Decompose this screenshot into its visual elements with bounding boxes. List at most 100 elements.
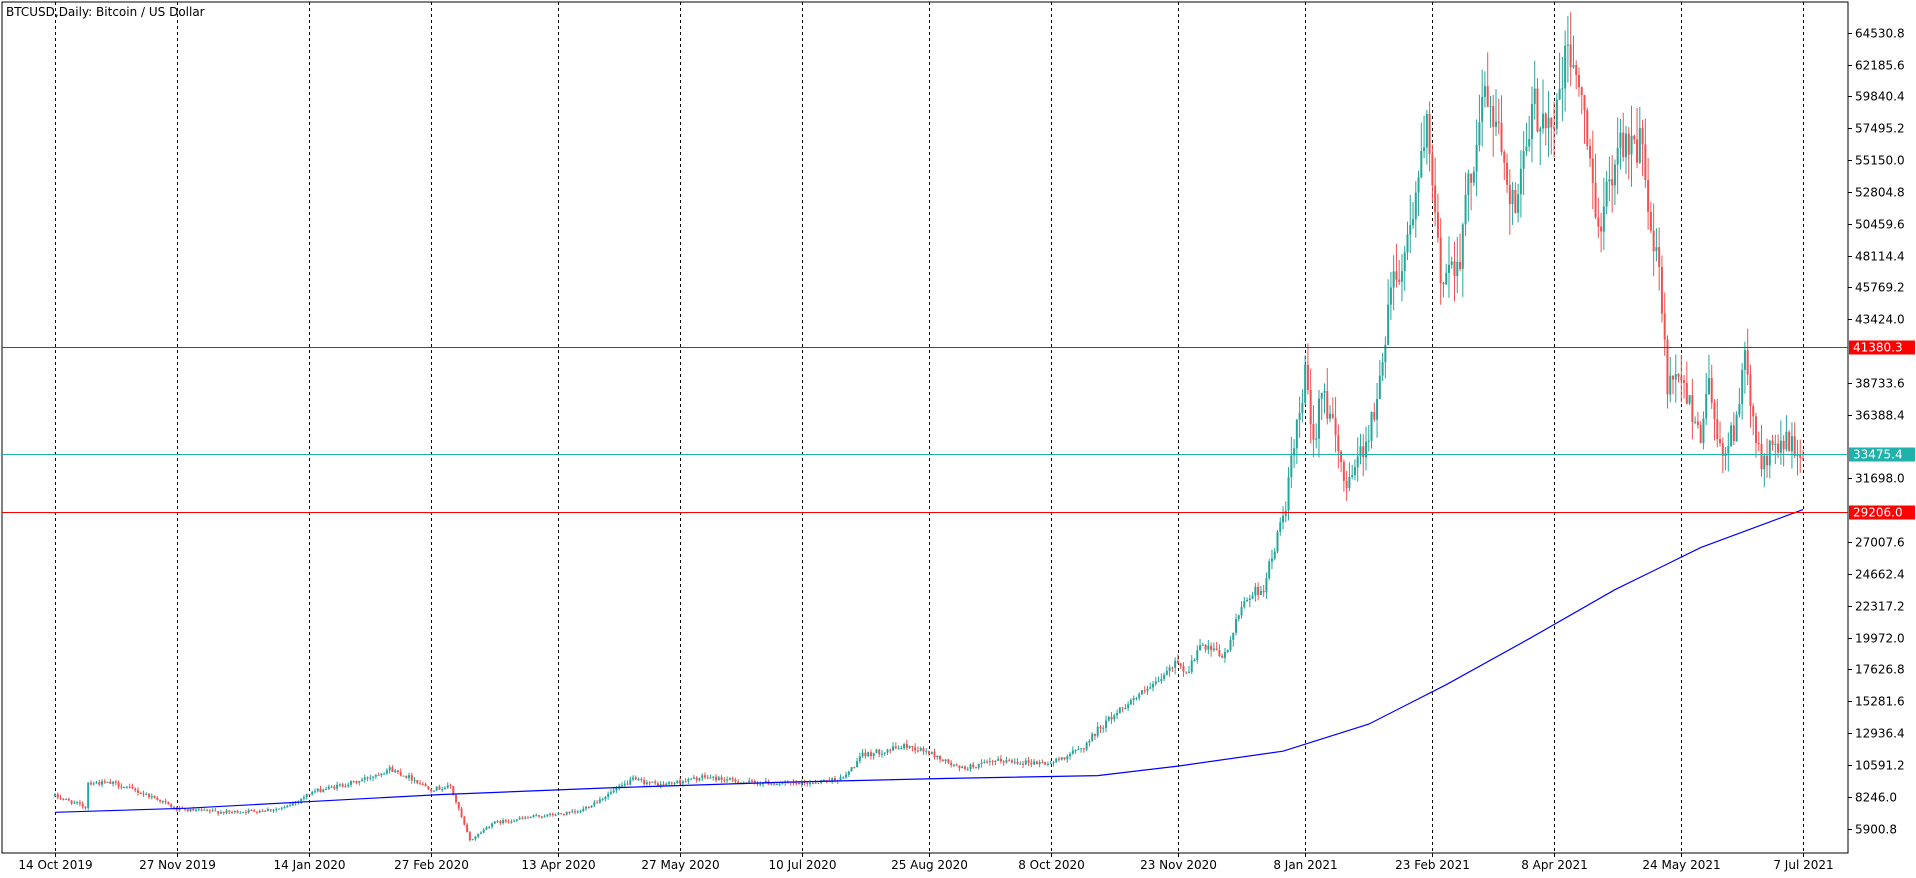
candle-up bbox=[1232, 632, 1235, 640]
candle-up bbox=[1558, 88, 1561, 100]
candle-down bbox=[1788, 431, 1791, 452]
candle-down bbox=[153, 795, 156, 798]
candle-up bbox=[1467, 173, 1470, 195]
candle-down bbox=[410, 775, 413, 781]
candle-down bbox=[1782, 440, 1785, 450]
candle-up bbox=[1113, 715, 1116, 720]
candle-down bbox=[643, 780, 646, 784]
candle-down bbox=[1470, 173, 1473, 183]
candle-down bbox=[1666, 339, 1669, 395]
candle-up bbox=[488, 826, 491, 828]
candle-down bbox=[773, 783, 776, 785]
candle-down bbox=[1204, 644, 1207, 650]
candle-down bbox=[255, 811, 258, 813]
candle-up bbox=[1494, 121, 1497, 127]
candle-down bbox=[731, 778, 734, 780]
candle-up bbox=[980, 762, 983, 764]
candle-down bbox=[720, 777, 723, 780]
candle-down bbox=[1713, 402, 1716, 420]
candle-down bbox=[1658, 247, 1661, 267]
candle-down bbox=[333, 786, 336, 789]
candle-down bbox=[1063, 757, 1066, 760]
candle-down bbox=[1185, 671, 1188, 673]
candle-down bbox=[341, 784, 344, 787]
candle-up bbox=[372, 776, 375, 778]
candle-up bbox=[1160, 678, 1163, 682]
candle-down bbox=[1600, 226, 1603, 232]
level-price-tag bbox=[1849, 505, 1915, 520]
y-tick-label: 43424.0 bbox=[1855, 313, 1905, 327]
candle-down bbox=[1221, 655, 1224, 658]
candle-up bbox=[1450, 261, 1453, 265]
candle-up bbox=[1461, 224, 1464, 269]
candle-down bbox=[1171, 667, 1174, 669]
candle-up bbox=[532, 815, 535, 818]
candle-down bbox=[1594, 182, 1597, 218]
candle-down bbox=[1550, 117, 1553, 128]
candle-down bbox=[1636, 139, 1639, 163]
candle-up bbox=[1226, 650, 1229, 653]
candle-down bbox=[750, 780, 753, 782]
candle-down bbox=[1041, 762, 1044, 764]
candle-up bbox=[1127, 704, 1130, 709]
candle-down bbox=[568, 811, 571, 813]
candle-down bbox=[928, 751, 930, 755]
candle-down bbox=[236, 810, 239, 813]
candle-up bbox=[842, 777, 845, 779]
candle-down bbox=[468, 832, 471, 841]
candle-up bbox=[1290, 455, 1293, 478]
candle-up bbox=[1530, 104, 1533, 140]
candle-down bbox=[975, 767, 978, 769]
candle-down bbox=[538, 815, 541, 817]
candle-up bbox=[1528, 139, 1531, 147]
candle-up bbox=[313, 791, 316, 793]
candle-up bbox=[529, 817, 532, 819]
candle-up bbox=[1152, 683, 1155, 688]
candle-down bbox=[1121, 707, 1124, 709]
candle-up bbox=[1243, 601, 1246, 608]
candle-up bbox=[1273, 551, 1276, 559]
candle-down bbox=[1746, 350, 1749, 375]
x-tick-label: 8 Oct 2020 bbox=[1018, 858, 1085, 872]
candle-up bbox=[1348, 476, 1351, 489]
candle-down bbox=[715, 776, 718, 781]
candle-up bbox=[1116, 712, 1119, 716]
candle-down bbox=[723, 779, 726, 781]
x-tick-label: 24 May 2021 bbox=[1642, 858, 1720, 872]
candle-down bbox=[1710, 378, 1713, 403]
candle-down bbox=[1442, 283, 1445, 285]
candle-down bbox=[1345, 481, 1348, 489]
level-price-label: 33475.4 bbox=[1853, 448, 1903, 462]
candle-up bbox=[1107, 717, 1110, 721]
candle-down bbox=[427, 786, 430, 790]
candle-down bbox=[950, 762, 953, 766]
candle-up bbox=[576, 811, 579, 813]
candle-up bbox=[1268, 561, 1271, 579]
candle-up bbox=[302, 797, 305, 799]
candle-down bbox=[81, 803, 84, 807]
candle-down bbox=[1580, 87, 1583, 96]
candle-down bbox=[1754, 416, 1757, 444]
candle-up bbox=[336, 784, 339, 789]
candle-up bbox=[1190, 660, 1193, 672]
x-tick-label: 23 Feb 2021 bbox=[1395, 858, 1470, 872]
candle-up bbox=[1353, 467, 1356, 476]
candle-up bbox=[903, 743, 906, 749]
candle-down bbox=[1215, 648, 1218, 651]
candle-down bbox=[200, 809, 203, 811]
candle-up bbox=[1447, 264, 1450, 273]
candle-down bbox=[1428, 113, 1431, 154]
candle-down bbox=[1757, 443, 1760, 445]
candle-up bbox=[347, 784, 350, 787]
x-tick-label: 13 Apr 2020 bbox=[521, 858, 595, 872]
candle-up bbox=[471, 839, 474, 841]
candle-up bbox=[1270, 558, 1273, 562]
candle-up bbox=[1384, 344, 1387, 363]
x-tick-label: 8 Apr 2021 bbox=[1521, 858, 1588, 872]
candle-up bbox=[994, 760, 997, 762]
candle-up bbox=[1572, 65, 1575, 68]
candle-up bbox=[673, 783, 676, 785]
candle-up bbox=[728, 778, 731, 780]
candle-down bbox=[1331, 413, 1334, 418]
candle-up bbox=[845, 774, 848, 778]
